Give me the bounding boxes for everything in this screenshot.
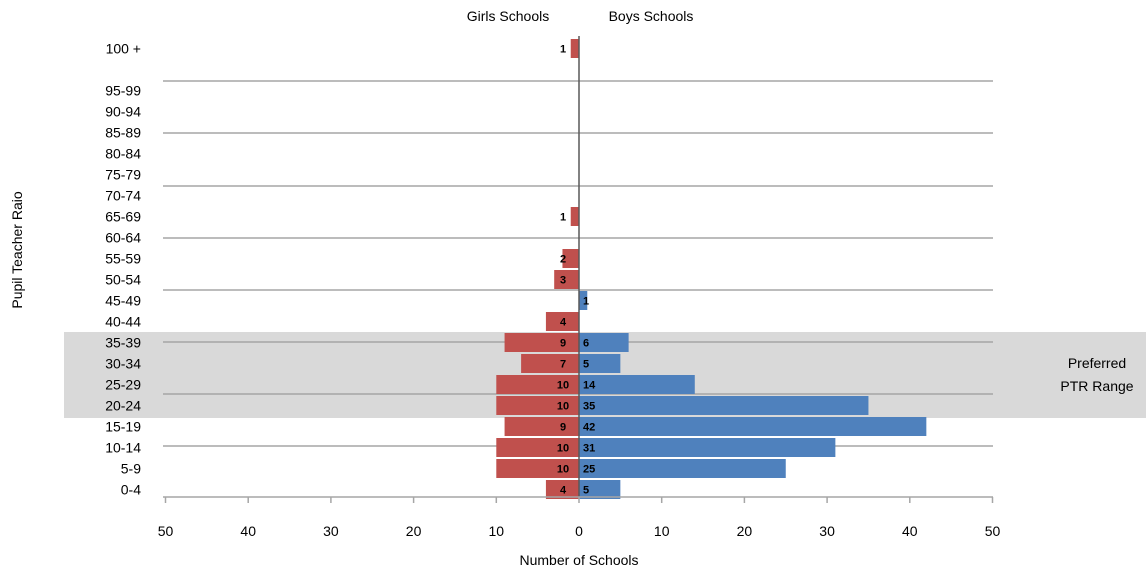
girls-bar-25-29: [496, 375, 579, 394]
girls-value-label-65-69: 1: [560, 212, 566, 224]
category-label-95-99: 95-99: [105, 83, 141, 99]
girls-value-label-100: 1: [560, 44, 566, 56]
x-axis-title: Number of Schools: [519, 552, 638, 568]
girls-value-label-30-34: 7: [560, 359, 566, 371]
boys-bar-5-9: [579, 459, 786, 478]
girls-value-label-20-24: 10: [557, 401, 569, 413]
category-label-35-39: 35-39: [105, 335, 141, 351]
x-tick-label: 40: [902, 523, 918, 539]
boys-bar-20-24: [579, 396, 869, 415]
y-axis-title: Pupil Teacher Raio: [9, 191, 25, 308]
girls-bar-65-69: [570, 207, 579, 226]
girls-value-label-50-54: 3: [560, 275, 566, 287]
boys-value-label-15-19: 42: [583, 422, 595, 434]
preferred-range-label-line1: Preferred: [1068, 355, 1126, 371]
girls-bar-5-9: [496, 459, 579, 478]
girls-bar-20-24: [496, 396, 579, 415]
boys-value-label-35-39: 6: [583, 338, 589, 350]
girls-bar-50-54: [554, 270, 579, 289]
boys-value-label-25-29: 14: [583, 380, 596, 392]
girls-bar-30-34: [521, 354, 579, 373]
girls-bar-100: [570, 39, 579, 58]
category-label-40-44: 40-44: [105, 314, 141, 330]
girls-value-label-0-4: 4: [560, 485, 567, 497]
category-label-70-74: 70-74: [105, 188, 141, 204]
boys-bar-30-34: [579, 354, 621, 373]
boys-bar-10-14: [579, 438, 836, 457]
boys-value-label-45-49: 1: [583, 296, 589, 308]
x-tick-label: 0: [575, 523, 583, 539]
x-tick-label: 50: [158, 523, 174, 539]
category-label-25-29: 25-29: [105, 377, 141, 393]
girls-bar-10-14: [496, 438, 579, 457]
category-label-50-54: 50-54: [105, 272, 141, 288]
boys-bar-0-4: [579, 480, 621, 499]
boys-value-label-0-4: 5: [583, 485, 589, 497]
girls-bar-55-59: [562, 249, 579, 268]
girls-value-label-35-39: 9: [560, 338, 566, 350]
category-label-85-89: 85-89: [105, 125, 141, 141]
girls-schools-header: Girls Schools: [467, 8, 549, 24]
boys-schools-header: Boys Schools: [609, 8, 694, 24]
category-label-45-49: 45-49: [105, 293, 141, 309]
girls-value-label-15-19: 9: [560, 422, 566, 434]
category-label-100: 100 +: [106, 41, 141, 57]
x-tick-label: 10: [654, 523, 670, 539]
category-label-10-14: 10-14: [105, 440, 141, 456]
boys-bar-15-19: [579, 417, 927, 436]
category-label-75-79: 75-79: [105, 167, 141, 183]
category-label-80-84: 80-84: [105, 146, 141, 162]
girls-bar-15-19: [504, 417, 579, 436]
x-tick-label: 10: [489, 523, 505, 539]
category-label-90-94: 90-94: [105, 104, 141, 120]
category-label-20-24: 20-24: [105, 398, 141, 414]
category-label-55-59: 55-59: [105, 251, 141, 267]
boys-value-label-30-34: 5: [583, 359, 589, 371]
boys-bar-45-49: [579, 291, 588, 310]
preferred-range-label-line2: PTR Range: [1060, 378, 1133, 394]
category-label-30-34: 30-34: [105, 356, 141, 372]
x-tick-label: 20: [737, 523, 753, 539]
girls-bar-35-39: [504, 333, 579, 352]
category-label-60-64: 60-64: [105, 230, 141, 246]
x-tick-label: 50: [985, 523, 1001, 539]
x-tick-label: 40: [240, 523, 256, 539]
boys-bar-25-29: [579, 375, 695, 394]
girls-value-label-25-29: 10: [557, 380, 569, 392]
category-label-5-9: 5-9: [121, 461, 141, 477]
category-label-15-19: 15-19: [105, 419, 141, 435]
boys-value-label-5-9: 25: [583, 464, 595, 476]
category-label-65-69: 65-69: [105, 209, 141, 225]
x-tick-label: 30: [819, 523, 835, 539]
girls-value-label-5-9: 10: [557, 464, 569, 476]
boys-value-label-10-14: 31: [583, 443, 595, 455]
boys-value-label-20-24: 35: [583, 401, 595, 413]
x-tick-label: 20: [406, 523, 422, 539]
girls-bar-0-4: [545, 480, 579, 499]
girls-bar-40-44: [545, 312, 579, 331]
girls-value-label-10-14: 10: [557, 443, 569, 455]
category-label-0-4: 0-4: [121, 482, 141, 498]
boys-bar-35-39: [579, 333, 629, 352]
x-tick-label: 30: [323, 523, 339, 539]
girls-value-label-55-59: 2: [560, 254, 566, 266]
girls-value-label-40-44: 4: [560, 317, 567, 329]
